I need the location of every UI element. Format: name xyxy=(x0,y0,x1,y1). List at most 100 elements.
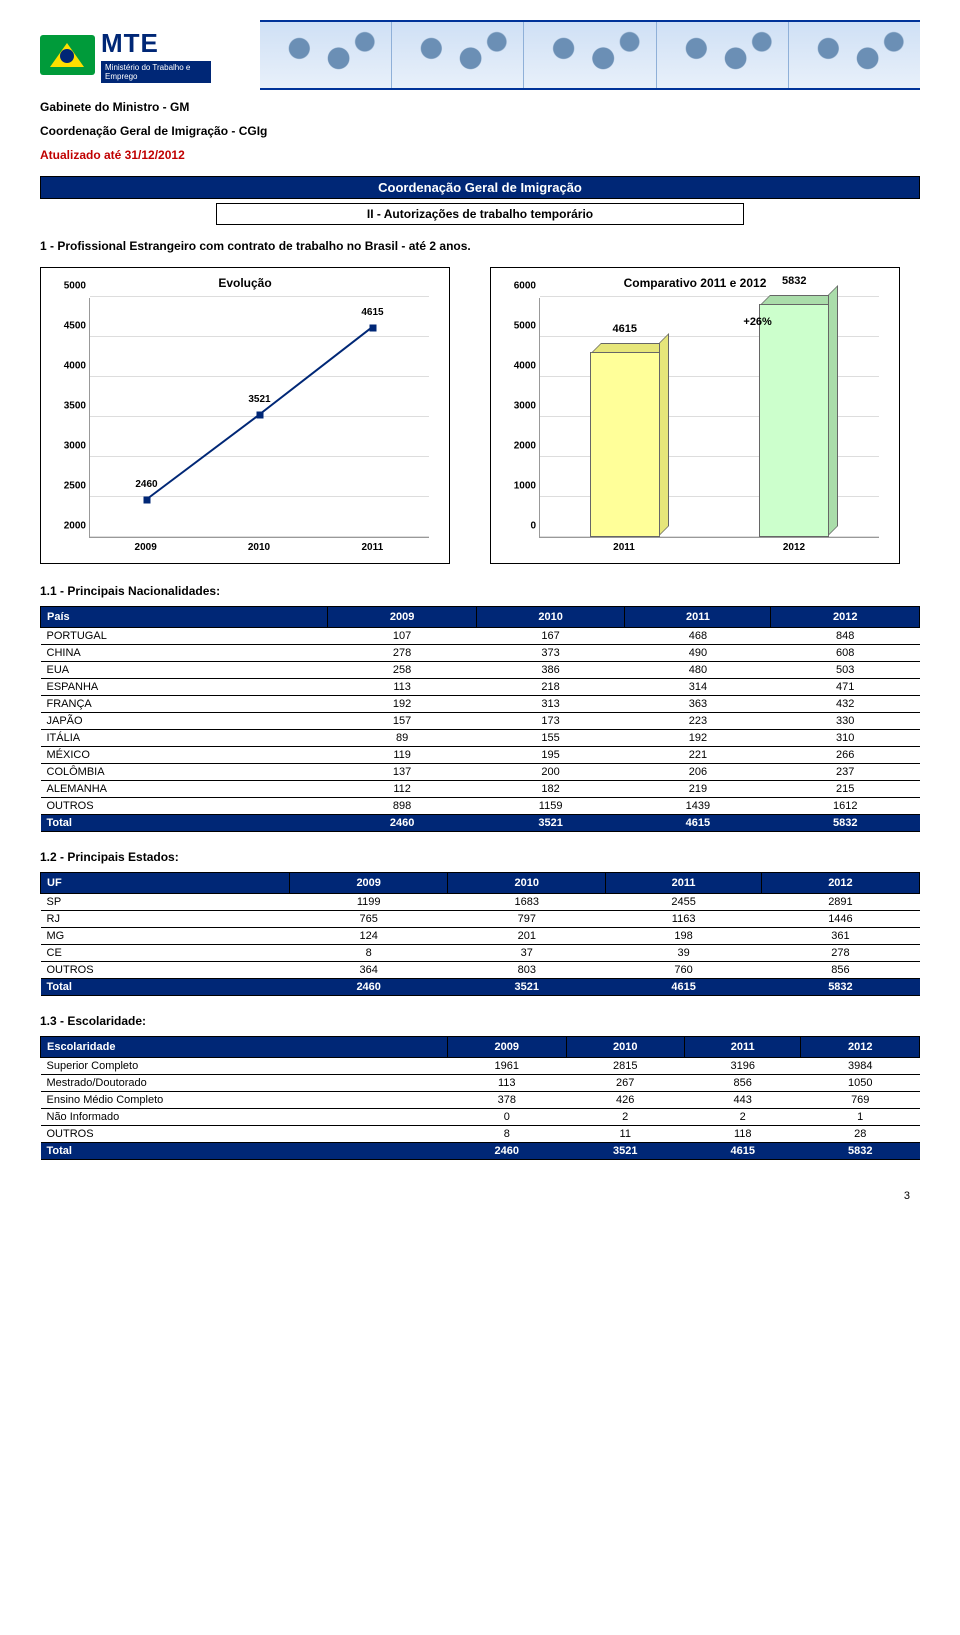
row-value: 3984 xyxy=(801,1058,920,1075)
y-axis-label: 0 xyxy=(504,521,536,532)
row-value: 471 xyxy=(771,679,920,696)
row-value: 363 xyxy=(625,696,771,713)
col-year: 2009 xyxy=(328,607,477,628)
row-label: MÉXICO xyxy=(41,747,328,764)
point-value: 2460 xyxy=(135,479,157,490)
table-nationalities: País2009201020112012PORTUGAL107167468848… xyxy=(40,606,920,832)
row-label: PORTUGAL xyxy=(41,628,328,645)
row-value: 215 xyxy=(771,781,920,798)
table-row: OUTROS898115914391612 xyxy=(41,798,920,815)
table-row: ESPANHA113218314471 xyxy=(41,679,920,696)
brazil-flag-icon xyxy=(40,35,95,75)
row-label: Superior Completo xyxy=(41,1058,448,1075)
x-axis-label: 2009 xyxy=(89,538,202,553)
row-value: 2891 xyxy=(761,894,919,911)
row-value: 0 xyxy=(448,1109,566,1126)
row-value: 137 xyxy=(328,764,477,781)
section-nationalities-heading: 1.1 - Principais Nacionalidades: xyxy=(40,584,920,598)
table-row: OUTROS81111828 xyxy=(41,1126,920,1143)
col-year: 2010 xyxy=(476,607,625,628)
row-label: EUA xyxy=(41,662,328,679)
table-row: JAPÃO157173223330 xyxy=(41,713,920,730)
row-value: 118 xyxy=(684,1126,801,1143)
row-value: 1683 xyxy=(448,894,606,911)
row-label: Mestrado/Doutorado xyxy=(41,1075,448,1092)
y-axis-label: 5000 xyxy=(504,321,536,332)
row-value: 1199 xyxy=(290,894,448,911)
y-axis-label: 6000 xyxy=(504,281,536,292)
subtitle: II - Autorizações de trabalho temporário xyxy=(216,203,744,225)
row-value: 2815 xyxy=(566,1058,684,1075)
row-value: 898 xyxy=(328,798,477,815)
row-value: 206 xyxy=(625,764,771,781)
row-value: 89 xyxy=(328,730,477,747)
table-row: Não Informado0221 xyxy=(41,1109,920,1126)
chart-evolucao: Evolução 2000250030003500400045005000246… xyxy=(40,267,450,564)
row-value: 1961 xyxy=(448,1058,566,1075)
charts-row: Evolução 2000250030003500400045005000246… xyxy=(40,267,920,564)
table-row: FRANÇA192313363432 xyxy=(41,696,920,713)
row-value: 182 xyxy=(476,781,625,798)
row-value: 2455 xyxy=(606,894,762,911)
row-value: 1446 xyxy=(761,911,919,928)
y-axis-label: 4000 xyxy=(504,361,536,372)
table-education: Escolaridade2009201020112012Superior Com… xyxy=(40,1036,920,1160)
row-label: OUTROS xyxy=(41,1126,448,1143)
row-value: 760 xyxy=(606,962,762,979)
table-total-row: Total2460352146155832 xyxy=(41,815,920,832)
y-axis-label: 2000 xyxy=(504,441,536,452)
chart-comparativo-area: 010002000300040005000600046155832+26% xyxy=(539,298,879,538)
row-value: 237 xyxy=(771,764,920,781)
row-value: 1612 xyxy=(771,798,920,815)
world-map-icon xyxy=(524,22,656,88)
main-title: Coordenação Geral de Imigração xyxy=(40,176,920,199)
row-value: 1 xyxy=(801,1109,920,1126)
row-value: 443 xyxy=(684,1092,801,1109)
row-value: 2 xyxy=(566,1109,684,1126)
x-axis-label: 2012 xyxy=(709,538,879,553)
row-value: 856 xyxy=(684,1075,801,1092)
row-value: 28 xyxy=(801,1126,920,1143)
col-year: 2012 xyxy=(771,607,920,628)
col-year: 2011 xyxy=(684,1037,801,1058)
row-value: 8 xyxy=(448,1126,566,1143)
chart-evolucao-title: Evolução xyxy=(51,276,439,290)
world-map-icon xyxy=(392,22,524,88)
row-value: 192 xyxy=(625,730,771,747)
line-point xyxy=(256,412,263,419)
chart-evolucao-area: 2000250030003500400045005000246035214615 xyxy=(89,298,429,538)
section-states-heading: 1.2 - Principais Estados: xyxy=(40,850,920,864)
logo-block: MTE Ministério do Trabalho e Emprego xyxy=(40,20,260,90)
total-value: 3521 xyxy=(448,979,606,996)
row-value: 167 xyxy=(476,628,625,645)
row-label: RJ xyxy=(41,911,290,928)
col-year: 2009 xyxy=(448,1037,566,1058)
x-axis-label: 2011 xyxy=(316,538,429,553)
world-map-strip xyxy=(260,20,920,90)
bar-value: 5832 xyxy=(782,275,806,287)
table-row: Superior Completo1961281531963984 xyxy=(41,1058,920,1075)
chart-comparativo: Comparativo 2011 e 2012 0100020003000400… xyxy=(490,267,900,564)
line-segment xyxy=(259,326,373,415)
row-value: 1159 xyxy=(476,798,625,815)
table-row: EUA258386480503 xyxy=(41,662,920,679)
col-label: UF xyxy=(41,873,290,894)
table-row: CE83739278 xyxy=(41,945,920,962)
row-label: CE xyxy=(41,945,290,962)
y-axis-label: 2000 xyxy=(54,521,86,532)
row-label: Ensino Médio Completo xyxy=(41,1092,448,1109)
row-value: 107 xyxy=(328,628,477,645)
row-value: 797 xyxy=(448,911,606,928)
row-value: 468 xyxy=(625,628,771,645)
row-value: 155 xyxy=(476,730,625,747)
row-value: 765 xyxy=(290,911,448,928)
row-label: ITÁLIA xyxy=(41,730,328,747)
y-axis-label: 3000 xyxy=(504,401,536,412)
world-map-icon xyxy=(657,22,789,88)
table-row: RJ76579711631446 xyxy=(41,911,920,928)
row-value: 503 xyxy=(771,662,920,679)
row-label: SP xyxy=(41,894,290,911)
page-number: 3 xyxy=(40,1190,920,1202)
row-label: ESPANHA xyxy=(41,679,328,696)
mte-acronym: MTE xyxy=(101,28,211,59)
